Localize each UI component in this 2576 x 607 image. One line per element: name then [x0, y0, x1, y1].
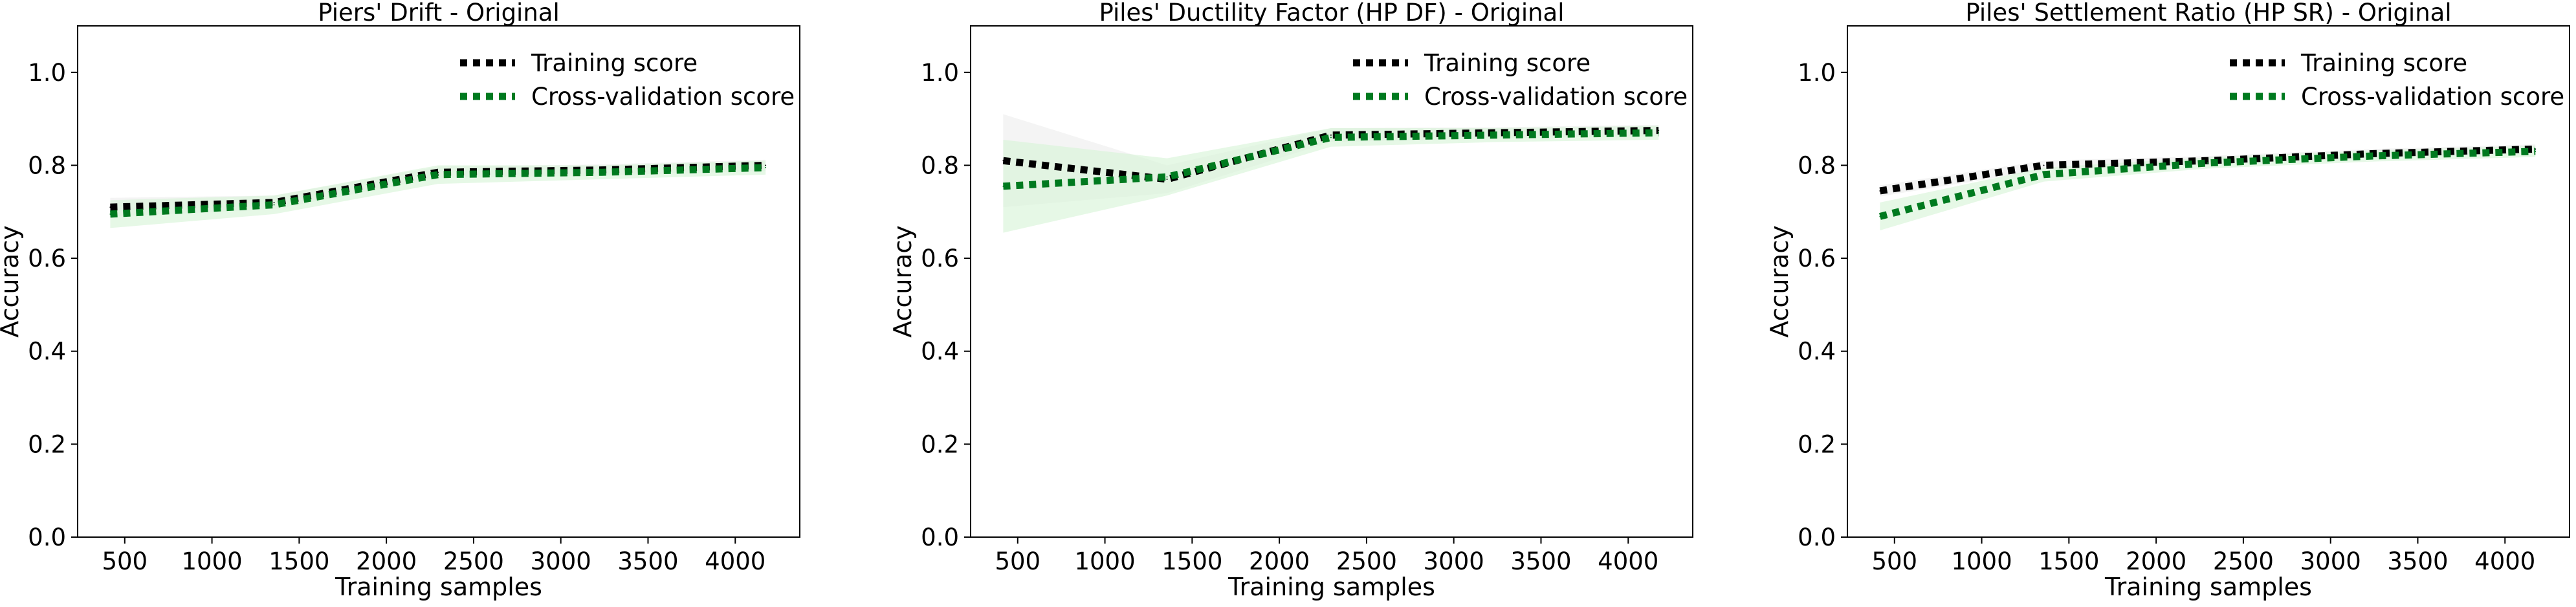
chart-panel-2: 500 1000 1500 2000 2500 3000 3500 4000 0.0 0.2 0.4… [888, 0, 1693, 601]
y-tick-label: 1.0 [28, 59, 66, 87]
y-tick-label: 0.6 [28, 245, 66, 272]
data-point [1166, 179, 1168, 180]
legend-label-cross-validation: Cross-validation score [1424, 83, 1688, 111]
x-tick-label: 2000 [1249, 547, 1310, 575]
data-point [2371, 155, 2373, 157]
y-tick-label: 0.6 [921, 245, 959, 272]
legend-label-training: Training score [2300, 49, 2467, 77]
data-point [2043, 164, 2045, 166]
y-tick-label: 1.0 [921, 59, 959, 87]
chart-title: Piles' Settlement Ratio (HP SR) - Origin… [1965, 0, 2451, 27]
x-tick-label: 500 [102, 547, 148, 575]
x-tick-label: 2000 [2126, 547, 2186, 575]
x-tick-label: 1500 [269, 547, 329, 575]
x-axis-label: Training samples [335, 573, 542, 601]
x-tick-label: 4000 [2474, 547, 2535, 575]
data-point [1330, 137, 1332, 138]
data-point [765, 164, 767, 166]
plot-frame [77, 25, 800, 538]
x-tick-label: 1000 [1074, 547, 1135, 575]
x-tick-label: 1500 [1161, 547, 1222, 575]
data-point [1658, 132, 1660, 134]
data-point [1002, 185, 1004, 187]
data-point [273, 204, 275, 206]
y-tick-label: 0.2 [921, 430, 959, 458]
x-tick-label: 500 [1871, 547, 1917, 575]
chart-panel-3: 500 1000 1500 2000 2500 3000 3500 4000 0.0 0.2 0.4… [1765, 0, 2570, 601]
x-tick-label: 1000 [181, 547, 242, 575]
data-point [765, 167, 767, 169]
data-point [109, 206, 111, 208]
y-tick-label: 0.2 [1798, 430, 1836, 458]
band-cross-validation [110, 160, 766, 228]
data-point [2207, 160, 2208, 162]
y-tick-label: 0.8 [28, 151, 66, 179]
y-axis-label: Accuracy [888, 225, 917, 338]
data-point [1494, 134, 1496, 136]
x-axis-label: Training samples [1227, 573, 1435, 601]
plot-frame [970, 25, 1693, 538]
x-tick-label: 2000 [356, 547, 417, 575]
x-tick-label: 4000 [1598, 547, 1658, 575]
band-cross-validation [1003, 126, 1659, 233]
legend-label-cross-validation: Cross-validation score [2301, 83, 2564, 111]
legend: Training score Cross-validation score [2230, 49, 2564, 111]
data-point [2043, 173, 2045, 175]
y-tick-label: 0.4 [921, 338, 959, 366]
y-tick-label: 0.0 [1798, 524, 1836, 551]
x-tick-label: 1000 [1951, 547, 2012, 575]
y-tick-label: 0.0 [921, 524, 959, 551]
series-line-training [1002, 127, 1659, 183]
y-tick-label: 0.6 [1798, 245, 1836, 272]
x-tick-label: 3500 [2387, 547, 2448, 575]
series-line-cross-validation [1003, 129, 1659, 190]
data-point [437, 173, 439, 175]
legend-label-training: Training score [1424, 49, 1591, 77]
chart-panel-1: 500 1000 1500 2000 2500 3000 3500 4000 0.0 0.2 0.4… [0, 0, 800, 601]
data-point [273, 201, 275, 203]
x-tick-label: 3500 [617, 547, 678, 575]
data-point [2535, 150, 2537, 152]
legend: Training score Cross-validation score [460, 49, 795, 111]
data-point [1002, 160, 1004, 162]
x-tick-label: 3500 [1510, 547, 1571, 575]
chart-title: Piles' Ductility Factor (HP DF) - Origin… [1099, 0, 1564, 27]
y-axis-label: Accuracy [1765, 225, 1794, 338]
x-tick-label: 3000 [1424, 547, 1484, 575]
y-tick-label: 0.8 [1798, 151, 1836, 179]
x-tick-label: 1500 [2038, 547, 2099, 575]
chart-title: Piers' Drift - Original [318, 0, 560, 27]
data-point [1658, 129, 1660, 131]
x-tick-label: 3000 [2300, 547, 2361, 575]
y-axis-label: Accuracy [0, 225, 24, 338]
data-point [1879, 215, 1881, 217]
x-tick-label: 2500 [443, 547, 504, 575]
x-tick-label: 4000 [705, 547, 765, 575]
data-point [437, 171, 439, 173]
data-point [2207, 162, 2208, 164]
x-tick-label: 2500 [2213, 547, 2274, 575]
legend: Training score Cross-validation score [1353, 49, 1688, 111]
y-tick-label: 0.0 [28, 524, 66, 551]
x-tick-label: 2500 [1336, 547, 1397, 575]
x-tick-label: 3000 [531, 547, 591, 575]
y-tick-label: 0.2 [28, 430, 66, 458]
y-tick-label: 0.4 [28, 338, 66, 366]
y-tick-label: 1.0 [1798, 59, 1836, 87]
y-tick-label: 0.4 [1798, 338, 1836, 366]
x-tick-label: 500 [995, 547, 1040, 575]
data-point [601, 171, 603, 173]
data-point [109, 213, 111, 215]
y-tick-label: 0.8 [921, 151, 959, 179]
data-point [1330, 134, 1332, 136]
legend-label-cross-validation: Cross-validation score [531, 83, 795, 111]
x-axis-label: Training samples [2104, 573, 2312, 601]
plot-frame [1847, 25, 2570, 538]
legend-label-training: Training score [531, 49, 698, 77]
series-line-cross-validation [110, 164, 766, 218]
data-point [1879, 190, 1881, 192]
data-point [1166, 176, 1168, 178]
